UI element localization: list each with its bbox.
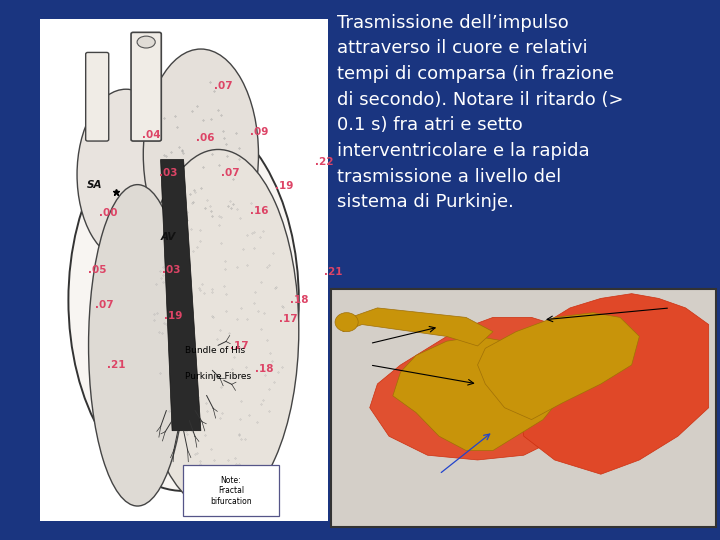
Text: .18: .18 [289,295,308,305]
Ellipse shape [77,89,175,260]
Polygon shape [161,159,201,431]
Text: .07: .07 [221,168,240,178]
Text: Bundle of His: Bundle of His [185,346,245,355]
Text: .17: .17 [279,314,297,323]
Ellipse shape [335,313,358,332]
Text: Trasmissione dell’impulso
attraverso il cuore e relativi
tempi di comparsa (in f: Trasmissione dell’impulso attraverso il … [337,14,624,211]
Polygon shape [516,294,708,474]
Ellipse shape [137,36,156,48]
Ellipse shape [143,49,258,260]
Polygon shape [370,318,601,460]
Text: .05: .05 [88,265,107,275]
Text: .22: .22 [315,157,333,167]
Text: Note:
Fractal
bifurcation: Note: Fractal bifurcation [210,476,252,506]
FancyBboxPatch shape [40,19,328,521]
Text: .16: .16 [250,206,269,215]
FancyBboxPatch shape [183,465,279,516]
FancyBboxPatch shape [131,32,161,141]
Text: .18: .18 [255,364,274,374]
Text: .03: .03 [158,168,177,178]
Text: .09: .09 [250,127,269,137]
Text: .21: .21 [324,267,343,276]
Polygon shape [477,313,639,420]
Text: .04: .04 [142,130,161,140]
Text: .07: .07 [214,82,233,91]
Text: .19: .19 [275,181,294,191]
Text: .17: .17 [230,341,249,350]
Text: Purkinje Fibres: Purkinje Fibres [185,372,251,381]
Ellipse shape [138,150,299,511]
Ellipse shape [68,109,299,491]
Polygon shape [343,308,493,346]
Text: .07: .07 [95,300,114,310]
FancyBboxPatch shape [331,289,716,526]
Text: .03: .03 [162,265,181,275]
Polygon shape [393,336,562,450]
Text: .00: .00 [99,208,117,218]
Text: AV: AV [161,232,176,242]
Text: .21: .21 [107,360,126,369]
Text: .19: .19 [163,311,182,321]
Text: SA: SA [86,180,102,190]
Ellipse shape [89,185,186,506]
Text: .06: .06 [196,133,215,143]
FancyBboxPatch shape [86,52,109,141]
